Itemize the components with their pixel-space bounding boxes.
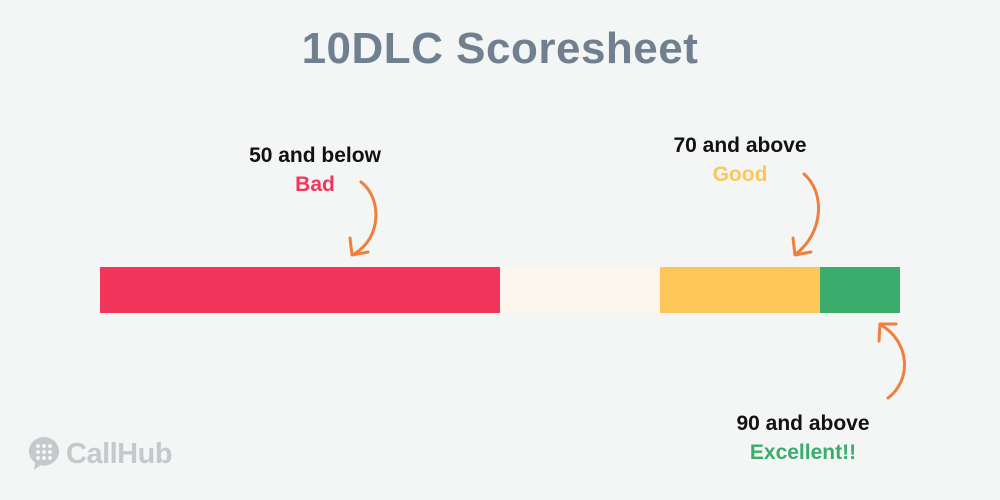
arrow-bad-icon [352, 180, 378, 256]
arrow-good-head-icon [791, 236, 813, 257]
label-bad: 50 and below Bad [195, 142, 435, 200]
callhub-logo: CallHub [28, 434, 173, 474]
arrow-bad-head-icon [348, 236, 370, 257]
score-bar [100, 267, 900, 313]
arrow-good-icon [794, 172, 821, 256]
segment-excellent [820, 267, 900, 313]
logo-text: CallHub [66, 437, 173, 470]
segment-bad [100, 267, 500, 313]
label-good-rating: Good [712, 163, 768, 186]
segment-neutral [500, 267, 660, 313]
label-bad-range: 50 and below [249, 144, 381, 167]
arrow-excellent-icon [879, 323, 907, 400]
label-bad-rating: Bad [295, 173, 335, 196]
label-good: 70 and above Good [620, 132, 860, 190]
arrow-excellent-head-icon [877, 322, 898, 343]
label-excellent-rating: Excellent!! [749, 441, 857, 464]
segment-good [660, 267, 820, 313]
label-good-range: 70 and above [673, 134, 807, 157]
page-title: 10DLC Scoresheet [301, 24, 699, 73]
speech-bubble-dots-icon [29, 437, 59, 470]
label-excellent-range: 90 and above [736, 412, 870, 435]
label-excellent: 90 and above Excellent!! [683, 410, 923, 468]
